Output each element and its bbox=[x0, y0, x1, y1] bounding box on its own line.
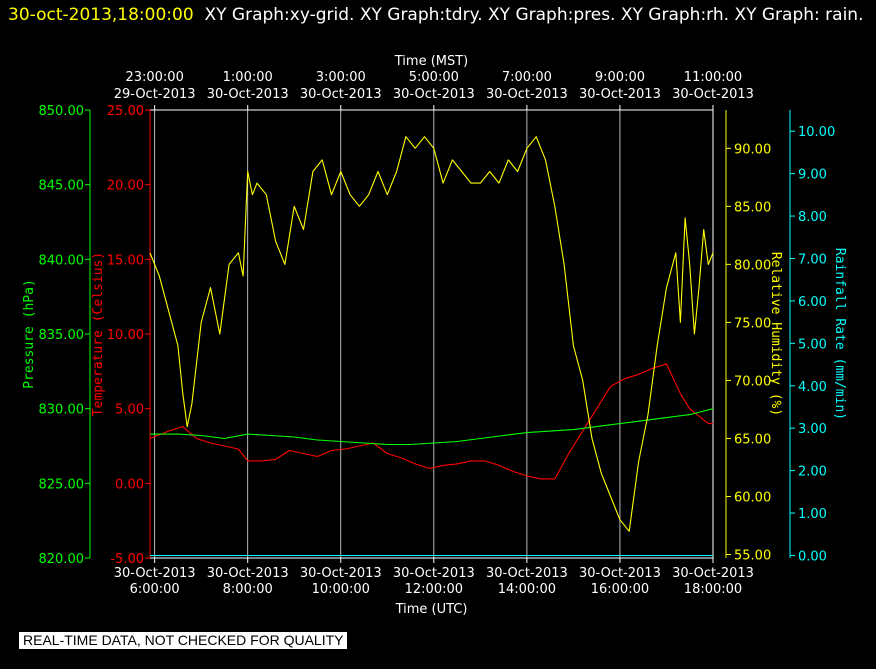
humidity-tick-label: 80.00 bbox=[734, 258, 771, 273]
top-tick-label-date: 30-Oct-2013 bbox=[672, 87, 754, 102]
x-tick-label-date: 30-Oct-2013 bbox=[672, 566, 754, 581]
top-tick-label-time: 11:00:00 bbox=[684, 70, 742, 85]
temperature-tick-label: 5.00 bbox=[115, 403, 144, 418]
temperature-tick-label: 20.00 bbox=[107, 179, 144, 194]
x-axis-label-utc: Time (UTC) bbox=[395, 602, 468, 617]
temperature-axis-label: Temperature (Celsius) bbox=[91, 252, 106, 416]
pressure-tick-label: 835.00 bbox=[39, 328, 85, 343]
top-tick-label-time: 23:00:00 bbox=[125, 70, 183, 85]
top-tick-label-date: 30-Oct-2013 bbox=[486, 87, 568, 102]
x-tick-label-time: 16:00:00 bbox=[591, 582, 649, 597]
series-tdry-line bbox=[149, 363, 713, 480]
humidity-axis-label: Relative Humidity (%) bbox=[768, 252, 783, 416]
humidity-tick-label: 85.00 bbox=[734, 200, 771, 215]
chart-header: 30-oct-2013,18:00:00 XY Graph:xy-grid. X… bbox=[8, 2, 868, 29]
top-tick-label-date: 30-Oct-2013 bbox=[207, 87, 289, 102]
humidity-tick-label: 90.00 bbox=[734, 142, 771, 157]
top-tick-label-date: 29-Oct-2013 bbox=[114, 87, 196, 102]
rain-tick-label: 5.00 bbox=[798, 337, 827, 352]
pressure-tick-label: 825.00 bbox=[39, 477, 85, 492]
series-rh-line bbox=[149, 136, 714, 532]
temperature-tick-label: 15.00 bbox=[107, 253, 144, 268]
top-tick-label-date: 30-Oct-2013 bbox=[393, 87, 475, 102]
x-tick-label-time: 14:00:00 bbox=[498, 582, 556, 597]
x-tick-label-date: 30-Oct-2013 bbox=[207, 566, 289, 581]
top-tick-label-time: 9:00:00 bbox=[595, 70, 645, 85]
humidity-tick-label: 70.00 bbox=[734, 374, 771, 389]
x-tick-label-date: 30-Oct-2013 bbox=[300, 566, 382, 581]
x-tick-label-time: 10:00:00 bbox=[312, 582, 370, 597]
humidity-tick-label: 75.00 bbox=[734, 316, 771, 331]
rain-tick-label: 1.00 bbox=[798, 507, 827, 522]
pressure-tick-label: 840.00 bbox=[39, 253, 85, 268]
temperature-tick-label: 25.00 bbox=[107, 104, 144, 119]
temperature-tick-label: 10.00 bbox=[107, 328, 144, 343]
top-tick-label-time: 5:00:00 bbox=[409, 70, 459, 85]
rain-tick-label: 3.00 bbox=[798, 422, 827, 437]
rain-tick-label: 6.00 bbox=[798, 295, 827, 310]
pressure-axis-label: Pressure (hPa) bbox=[22, 279, 37, 389]
humidity-tick-label: 60.00 bbox=[734, 490, 771, 505]
plot-frame bbox=[149, 109, 714, 559]
rain-tick-label: 10.00 bbox=[798, 125, 835, 140]
rain-tick-label: 0.00 bbox=[798, 549, 827, 564]
pressure-tick-label: 845.00 bbox=[39, 179, 85, 194]
x-tick-label-time: 18:00:00 bbox=[684, 582, 742, 597]
x-tick-label-date: 30-Oct-2013 bbox=[114, 566, 196, 581]
graph-list: XY Graph:xy-grid. XY Graph:tdry. XY Grap… bbox=[204, 5, 864, 25]
rain-tick-label: 7.00 bbox=[798, 252, 827, 267]
quality-notice: REAL-TIME DATA, NOT CHECKED FOR QUALITY bbox=[19, 632, 348, 649]
rain-tick-label: 2.00 bbox=[798, 465, 827, 480]
x-tick-label-date: 30-Oct-2013 bbox=[486, 566, 568, 581]
x-tick-label-time: 6:00:00 bbox=[130, 582, 180, 597]
x-tick-label-time: 8:00:00 bbox=[223, 582, 273, 597]
pressure-tick-label: 830.00 bbox=[39, 403, 85, 418]
chart-timestamp: 30-oct-2013,18:00:00 bbox=[8, 5, 194, 25]
rain-tick-label: 4.00 bbox=[798, 380, 827, 395]
top-tick-label-time: 7:00:00 bbox=[502, 70, 552, 85]
top-tick-label-date: 30-Oct-2013 bbox=[579, 87, 661, 102]
x-tick-label-time: 12:00:00 bbox=[405, 582, 463, 597]
top-tick-label-date: 30-Oct-2013 bbox=[300, 87, 382, 102]
x-tick-label-date: 30-Oct-2013 bbox=[579, 566, 661, 581]
x-tick-label-date: 30-Oct-2013 bbox=[393, 566, 475, 581]
series-pres-line bbox=[150, 408, 714, 446]
rain-tick-label: 8.00 bbox=[798, 210, 827, 225]
x-axis-label-mst: Time (MST) bbox=[394, 54, 469, 69]
rain-tick-label: 9.00 bbox=[798, 168, 827, 183]
temperature-tick-label: -5.00 bbox=[110, 552, 144, 567]
temperature-tick-label: 0.00 bbox=[115, 477, 144, 492]
top-tick-label-time: 1:00:00 bbox=[223, 70, 273, 85]
humidity-tick-label: 55.00 bbox=[734, 549, 771, 564]
pressure-tick-label: 850.00 bbox=[39, 104, 85, 119]
pressure-tick-label: 820.00 bbox=[39, 552, 85, 567]
top-tick-label-time: 3:00:00 bbox=[316, 70, 366, 85]
humidity-tick-label: 65.00 bbox=[734, 432, 771, 447]
rain-axis-label: Rainfall Rate (mm/min) bbox=[832, 248, 847, 420]
